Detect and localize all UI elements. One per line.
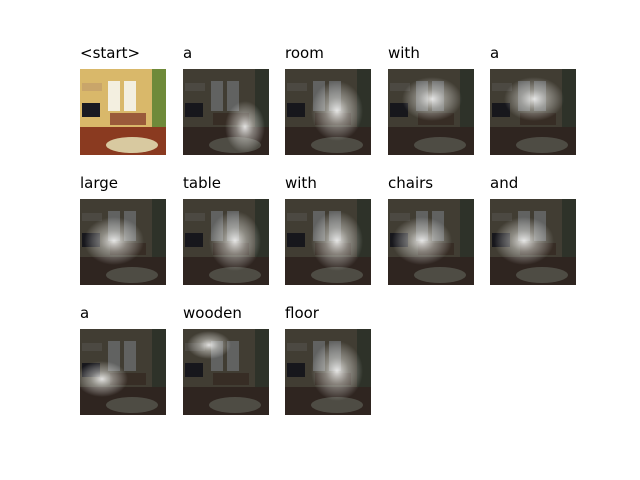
- caption-word: table: [183, 174, 221, 192]
- attention-map-thumbnail: [285, 329, 371, 415]
- attention-cell: with: [285, 174, 371, 284]
- caption-word: a: [490, 44, 499, 62]
- attention-cell: large: [80, 174, 166, 284]
- attention-map-thumbnail: [183, 329, 269, 415]
- attention-highlight: [225, 101, 265, 153]
- attention-cell: room: [285, 44, 371, 154]
- attention-cell: floor: [285, 304, 371, 414]
- attention-map-thumbnail: [183, 199, 269, 285]
- caption-word: with: [388, 44, 420, 62]
- attention-map-thumbnail: [285, 69, 371, 155]
- caption-word: room: [285, 44, 324, 62]
- attention-map-thumbnail: [388, 69, 474, 155]
- attention-cell: <start>: [80, 44, 166, 154]
- caption-word: large: [80, 174, 118, 192]
- attention-highlight: [311, 341, 363, 401]
- attention-map-thumbnail: [285, 199, 371, 285]
- attention-cell: wooden: [183, 304, 269, 414]
- attention-cell: with: [388, 44, 474, 154]
- caption-word: a: [183, 44, 192, 62]
- attention-cell: table: [183, 174, 269, 284]
- caption-word: <start>: [80, 44, 140, 62]
- attention-highlight: [392, 217, 452, 265]
- attention-cell: a: [80, 304, 166, 414]
- attention-map-thumbnail: [490, 69, 576, 155]
- attention-cell: a: [490, 44, 576, 154]
- attention-highlight: [311, 211, 363, 271]
- room-photo-thumbnail: [80, 69, 166, 155]
- attention-highlight: [209, 211, 261, 271]
- caption-word: a: [80, 304, 89, 322]
- attention-highlight: [311, 81, 363, 141]
- attention-map-thumbnail: [80, 199, 166, 285]
- attention-highlight: [494, 217, 554, 265]
- caption-word: wooden: [183, 304, 242, 322]
- attention-highlight: [187, 331, 231, 359]
- attention-map-thumbnail: [183, 69, 269, 155]
- attention-map-thumbnail: [80, 329, 166, 415]
- attention-cell: a: [183, 44, 269, 154]
- attention-cell: and: [490, 174, 576, 284]
- caption-word: floor: [285, 304, 319, 322]
- attention-cell: chairs: [388, 174, 474, 284]
- caption-word: with: [285, 174, 317, 192]
- attention-highlight: [84, 217, 144, 265]
- attention-map-thumbnail: [388, 199, 474, 285]
- attention-map-thumbnail: [490, 199, 576, 285]
- caption-word: and: [490, 174, 518, 192]
- attention-highlight: [402, 77, 462, 121]
- caption-word: chairs: [388, 174, 433, 192]
- attention-highlight: [504, 77, 564, 121]
